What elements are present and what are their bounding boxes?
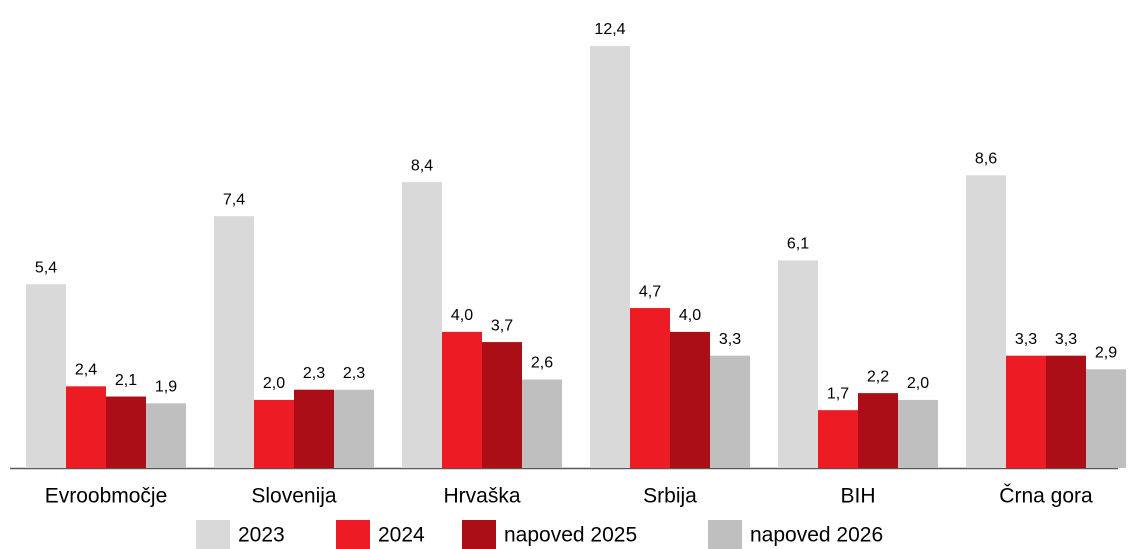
value-label: 1,7 — [827, 385, 849, 402]
bar — [106, 396, 146, 468]
bar — [1086, 369, 1126, 468]
legend-swatch — [708, 520, 742, 549]
bar — [898, 399, 938, 468]
bar — [214, 216, 254, 468]
bar — [294, 389, 334, 468]
value-label: 8,4 — [411, 157, 433, 174]
legend-label: napoved 2025 — [504, 524, 637, 547]
value-label: 2,9 — [1095, 345, 1117, 362]
value-label: 3,3 — [1015, 331, 1037, 348]
legend-label: 2023 — [238, 524, 285, 547]
value-label: 4,7 — [639, 283, 661, 300]
x-tick-label: Slovenija — [251, 485, 337, 508]
x-tick-label: Črna gora — [999, 485, 1093, 508]
bar — [630, 308, 670, 468]
value-label: 2,0 — [907, 375, 929, 392]
value-label: 6,1 — [787, 236, 809, 253]
bar — [710, 355, 750, 468]
value-label: 2,1 — [115, 372, 137, 389]
legend-swatch — [336, 520, 370, 549]
value-label: 4,0 — [451, 307, 473, 324]
bar — [482, 342, 522, 468]
value-label: 2,3 — [303, 365, 325, 382]
value-label: 7,4 — [223, 191, 245, 208]
bar — [670, 331, 710, 468]
value-label: 3,3 — [1055, 331, 1077, 348]
value-label: 3,7 — [491, 317, 513, 334]
bar — [522, 379, 562, 468]
legend-swatch — [196, 520, 230, 549]
bar — [778, 260, 818, 468]
x-tick-label: BIH — [840, 485, 875, 508]
bar — [254, 399, 294, 468]
value-label: 2,4 — [75, 362, 97, 379]
bar — [590, 46, 630, 468]
value-label: 2,3 — [343, 365, 365, 382]
bar — [1006, 355, 1046, 468]
value-label: 4,0 — [679, 307, 701, 324]
bar — [858, 393, 898, 468]
legend-label: napoved 2026 — [750, 524, 883, 547]
value-label: 2,2 — [867, 368, 889, 385]
x-tick-label: Hrvaška — [443, 485, 520, 508]
legend-swatch — [462, 520, 496, 549]
bar — [818, 410, 858, 468]
value-label: 2,6 — [531, 355, 553, 372]
value-label: 3,3 — [719, 331, 741, 348]
x-tick-label: Evroobmočje — [45, 485, 168, 508]
bar — [146, 403, 186, 468]
value-label: 5,4 — [35, 259, 57, 276]
bar — [966, 175, 1006, 469]
bar — [442, 331, 482, 468]
x-tick-label: Srbija — [643, 485, 697, 508]
value-label: 2,0 — [263, 375, 285, 392]
value-label: 8,6 — [975, 151, 997, 168]
bar — [1046, 355, 1086, 468]
value-label: 12,4 — [594, 21, 625, 38]
bar — [334, 389, 374, 468]
bar — [66, 386, 106, 468]
bar — [26, 284, 66, 468]
value-label: 1,9 — [155, 379, 177, 396]
legend-label: 2024 — [378, 524, 425, 547]
bar — [402, 182, 442, 468]
